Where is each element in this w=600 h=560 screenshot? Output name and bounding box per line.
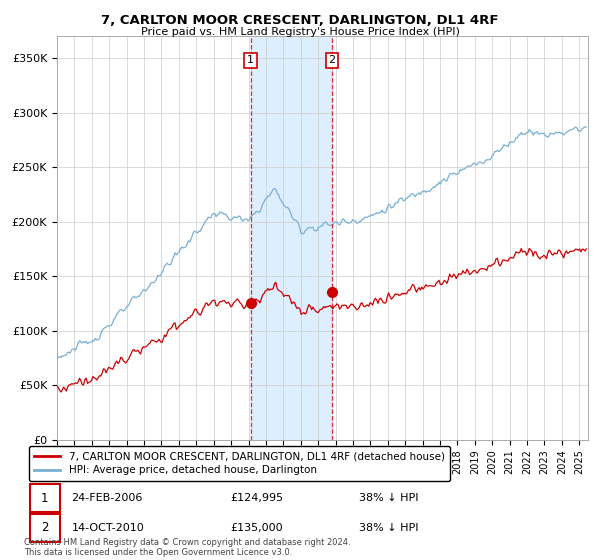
Legend: 7, CARLTON MOOR CRESCENT, DARLINGTON, DL1 4RF (detached house), HPI: Average pri: 7, CARLTON MOOR CRESCENT, DARLINGTON, DL… — [29, 446, 450, 480]
Text: 24-FEB-2006: 24-FEB-2006 — [71, 493, 143, 503]
Bar — [251, 36, 332, 440]
Text: Price paid vs. HM Land Registry's House Price Index (HPI): Price paid vs. HM Land Registry's House … — [140, 27, 460, 37]
Text: 38% ↓ HPI: 38% ↓ HPI — [359, 493, 418, 503]
Bar — [29, 514, 60, 542]
Bar — [29, 484, 60, 512]
Text: Contains HM Land Registry data © Crown copyright and database right 2024.
This d: Contains HM Land Registry data © Crown c… — [24, 538, 350, 557]
Text: 1: 1 — [247, 55, 254, 66]
Text: 2: 2 — [328, 55, 335, 66]
Text: 1: 1 — [41, 492, 49, 505]
Text: £135,000: £135,000 — [230, 523, 283, 533]
Text: 14-OCT-2010: 14-OCT-2010 — [71, 523, 144, 533]
Text: 2: 2 — [41, 521, 49, 534]
Text: 7, CARLTON MOOR CRESCENT, DARLINGTON, DL1 4RF: 7, CARLTON MOOR CRESCENT, DARLINGTON, DL… — [101, 14, 499, 27]
Text: £124,995: £124,995 — [230, 493, 284, 503]
Text: 38% ↓ HPI: 38% ↓ HPI — [359, 523, 418, 533]
